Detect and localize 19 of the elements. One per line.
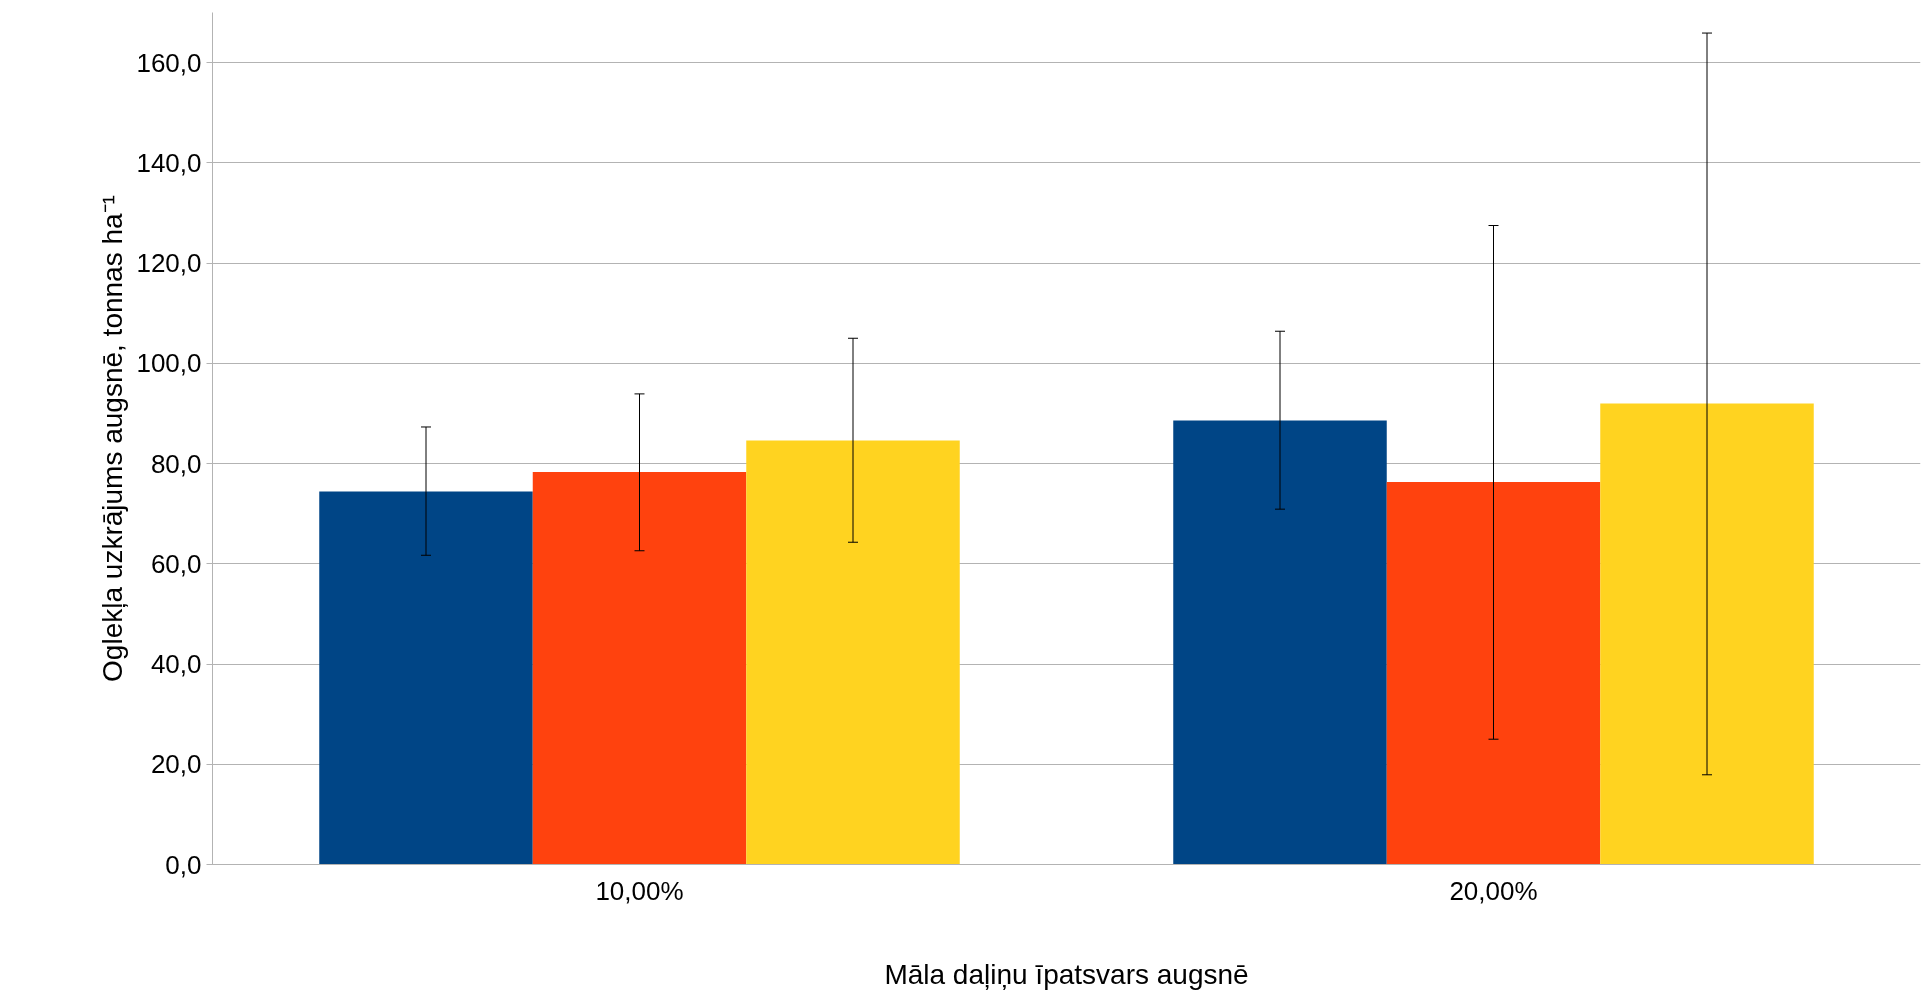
- y-tick-label: 80,0: [150, 448, 202, 479]
- y-tick-label: 40,0: [150, 649, 202, 680]
- bar: [319, 491, 533, 865]
- x-tick-label: 20,00%: [1449, 875, 1538, 906]
- y-tick-label: 160,0: [136, 47, 202, 78]
- bar: [1386, 482, 1601, 865]
- bar: [746, 440, 960, 865]
- bar: [532, 472, 747, 865]
- y-tick-label: 140,0: [136, 147, 202, 178]
- y-tick-label: 0,0: [165, 849, 202, 880]
- y-tick-label: 120,0: [136, 248, 202, 279]
- x-axis-title: Māla daļiņu īpatsvars augsnē: [884, 958, 1249, 990]
- y-axis-title: Oglekļa uzkrājums augsnē, tonnas ha⁻¹: [97, 195, 129, 682]
- bar: [1600, 403, 1814, 865]
- x-tick-label: 10,00%: [595, 875, 684, 906]
- bar: [1173, 420, 1387, 865]
- y-tick-label: 60,0: [150, 548, 202, 579]
- y-tick-label: 20,0: [150, 749, 202, 780]
- y-tick-label: 100,0: [136, 348, 202, 379]
